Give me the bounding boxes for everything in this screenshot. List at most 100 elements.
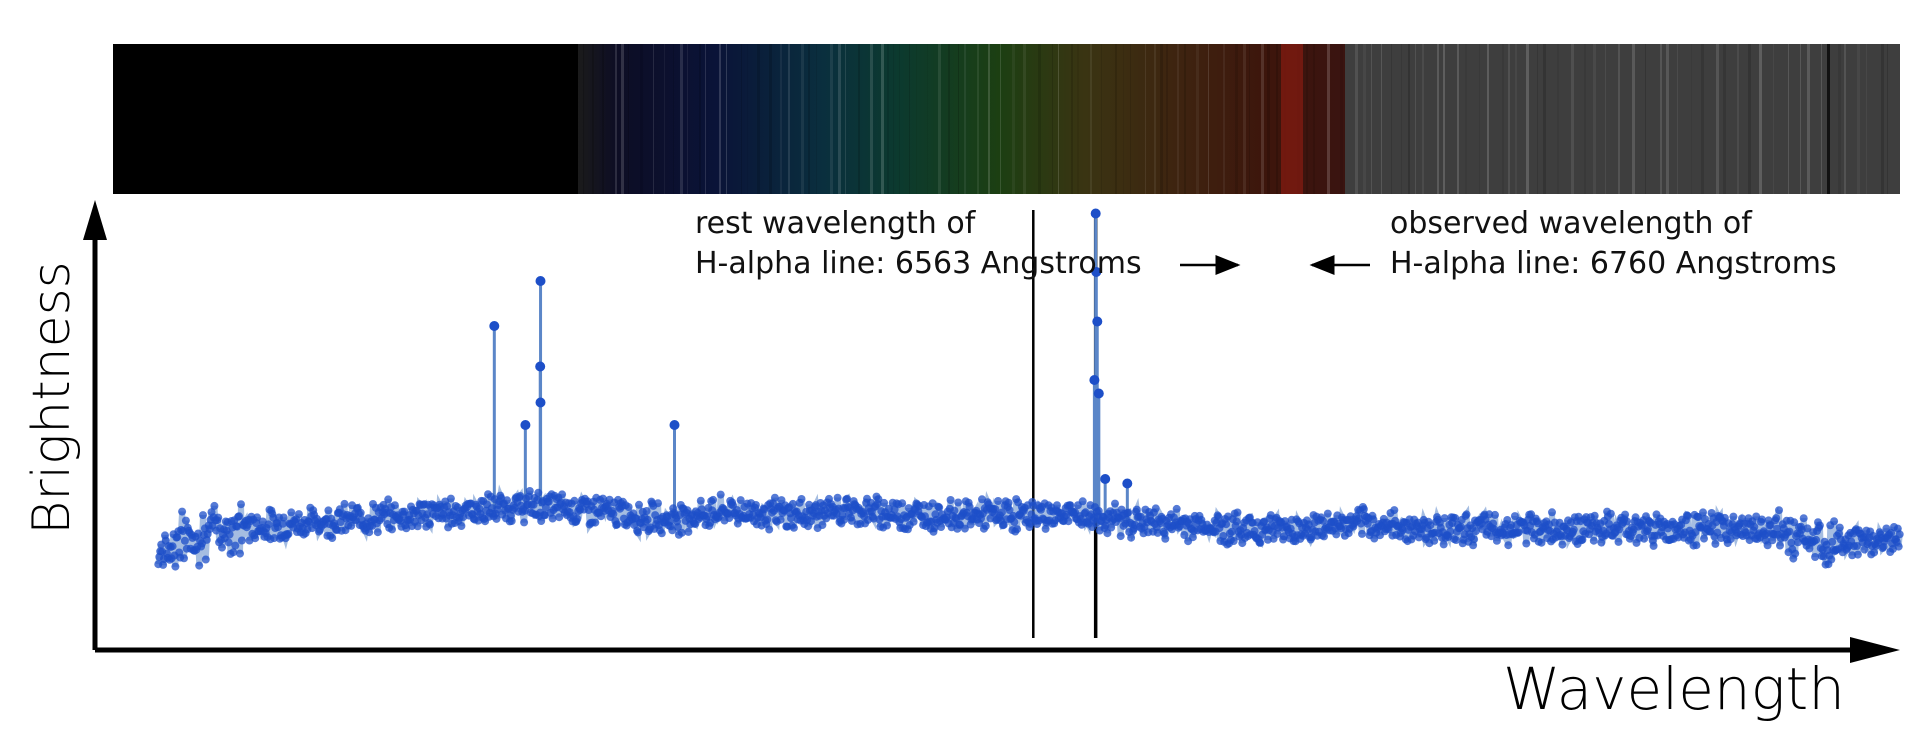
data-point <box>1462 510 1471 519</box>
strip-band <box>1052 44 1053 194</box>
spectrum-series-points <box>154 208 1904 571</box>
data-point <box>624 503 633 511</box>
data-point <box>507 517 516 525</box>
emission-peak-point <box>1093 388 1104 399</box>
strip-band <box>1408 44 1410 194</box>
data-point <box>534 488 543 497</box>
data-point <box>1369 515 1378 524</box>
data-point <box>178 507 187 516</box>
emission-peak-point <box>535 397 546 408</box>
strip-band <box>808 44 810 194</box>
data-point <box>1772 514 1781 523</box>
data-point <box>880 498 889 507</box>
strip-band <box>977 44 979 194</box>
data-point <box>1621 510 1630 519</box>
data-point <box>843 494 852 503</box>
strip-band <box>621 44 624 194</box>
data-point <box>1323 509 1332 518</box>
data-point <box>1440 514 1449 523</box>
data-point <box>1504 541 1513 550</box>
strip-band <box>1327 44 1330 194</box>
rest-annotation-line-2: H-alpha line: 6563 Angstroms <box>695 246 1142 281</box>
x-axis-arrowhead <box>1850 637 1900 663</box>
data-point <box>229 548 238 557</box>
strip-band <box>1235 44 1238 194</box>
strip-band <box>1145 44 1146 194</box>
emission-peak-point <box>520 420 531 430</box>
strip-rainbow-region <box>578 44 1345 194</box>
strip-band <box>1773 44 1774 194</box>
strip-band <box>726 44 727 194</box>
data-point <box>1870 548 1878 557</box>
data-point <box>654 499 662 508</box>
data-point <box>1640 534 1649 543</box>
strip-band <box>845 44 846 194</box>
data-point <box>1004 498 1013 507</box>
data-point <box>365 528 374 537</box>
strip-dark-band <box>1827 44 1830 194</box>
strip-band <box>1208 44 1209 194</box>
data-point <box>1041 524 1050 533</box>
data-point <box>492 514 501 523</box>
data-point <box>635 500 643 509</box>
strip-band <box>1857 44 1860 194</box>
data-point <box>1066 501 1075 510</box>
strip-band <box>1038 44 1041 194</box>
strip-band <box>1605 44 1606 194</box>
strip-band <box>583 44 584 194</box>
strip-band <box>927 44 928 194</box>
strip-band <box>1115 44 1117 194</box>
strip-band <box>1101 44 1102 194</box>
data-point <box>573 514 582 523</box>
data-point <box>677 528 686 537</box>
data-point <box>1700 534 1708 543</box>
data-point <box>609 509 618 518</box>
rest-wavelength-annotation: rest wavelength of H-alpha line: 6563 An… <box>695 204 1142 284</box>
data-point <box>643 515 652 524</box>
strip-band <box>916 44 917 194</box>
data-point <box>1250 527 1259 535</box>
strip-band <box>1267 44 1270 194</box>
data-point <box>1834 529 1843 538</box>
emission-peak-point <box>1100 474 1111 484</box>
data-point <box>1791 549 1800 558</box>
strip-band <box>1800 44 1801 194</box>
strip-band <box>719 44 721 194</box>
data-point <box>180 536 189 545</box>
data-point <box>1446 527 1455 536</box>
strip-band <box>1090 44 1092 194</box>
data-point <box>199 511 207 520</box>
strip-band <box>899 44 900 194</box>
data-point <box>1776 541 1784 550</box>
strip-band <box>1571 44 1574 194</box>
strip-band <box>1130 44 1131 194</box>
data-point <box>1835 523 1844 532</box>
data-point <box>214 513 223 522</box>
data-point <box>390 501 399 510</box>
strip-band <box>1645 44 1646 194</box>
strip-band <box>893 44 894 194</box>
strip-band <box>664 44 665 194</box>
emission-peak-point <box>1091 267 1102 277</box>
strip-band <box>1487 44 1489 194</box>
strip-band <box>1593 44 1596 194</box>
data-point <box>1811 553 1820 561</box>
strip-band <box>1371 44 1372 194</box>
data-point <box>818 521 827 529</box>
data-point <box>1887 528 1896 537</box>
strip-gray-region <box>1345 44 1900 194</box>
data-point <box>1787 538 1796 547</box>
data-point <box>503 496 511 505</box>
data-point <box>1320 532 1328 541</box>
data-point <box>1773 524 1782 533</box>
strip-band <box>1340 44 1343 194</box>
data-point <box>765 525 774 534</box>
emission-peak-point <box>1092 316 1103 327</box>
data-point <box>1111 499 1119 508</box>
data-point <box>833 493 842 502</box>
data-point <box>1256 538 1265 547</box>
data-point <box>1828 537 1837 546</box>
strip-band <box>830 44 833 194</box>
data-point <box>423 510 432 519</box>
data-point <box>898 499 907 508</box>
